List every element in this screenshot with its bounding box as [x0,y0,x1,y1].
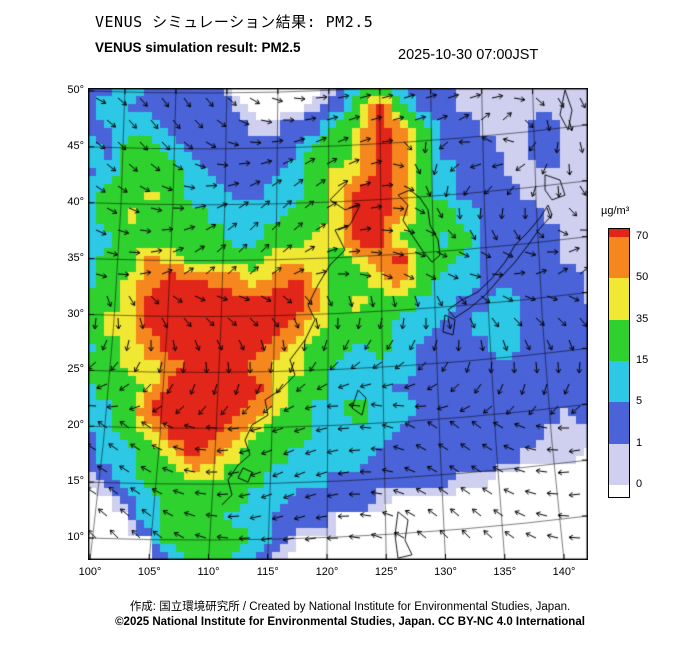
copyright-line: ©2025 National Institute for Environment… [115,616,585,628]
colorbar-tick-label: 1 [636,436,643,449]
credit-line: 作成: 国立環境研究所 / Created by National Instit… [129,601,571,613]
latitude-tick-label: 45° [67,139,84,152]
latitude-tick-label: 40° [67,195,84,208]
colorbar-segment [609,360,629,403]
colorbar-segment [609,484,629,497]
longitude-tick-label: 125° [374,566,398,578]
latitude-tick-label: 30° [67,307,84,320]
colorbar-segment [609,319,629,361]
map-canvas [88,88,588,560]
longitude-tick-label: 100° [78,566,102,578]
latitude-tick-label: 50° [67,84,84,96]
page-title-japanese: VENUS シミュレーション結果: PM2.5 [95,13,374,31]
colorbar-segment [609,229,629,237]
longitude-tick-label: 110° [197,566,220,578]
longitude-tick-label: 135° [493,566,517,578]
latitude-tick-label: 35° [67,251,84,264]
latitude-tick-label: 10° [67,531,84,543]
colorbar-tick-label: 70 [636,230,649,242]
forecast-timestamp: 2025-10-30 07:00JST [398,47,539,63]
colorbar-segment [609,402,629,444]
page-title-english: VENUS simulation result: PM2.5 [95,40,301,55]
colorbar-tick-label: 5 [636,395,643,408]
colorbar-segment [609,278,629,320]
longitude-tick-label: 140° [552,566,576,578]
colorbar-tick-label: 50 [636,271,649,284]
colorbar-tick-label: 15 [636,354,649,366]
latitude-tick-label: 20° [67,419,84,432]
simulation-map [88,88,588,560]
colorbar-segment [609,237,629,279]
longitude-tick-label: 120° [315,566,339,578]
colorbar-tick-label: 35 [636,312,649,325]
colorbar-unit-label: µg/m³ [601,205,630,217]
latitude-tick-label: 25° [67,363,84,376]
longitude-tick-label: 105° [137,566,161,578]
colorbar-tick-label: 0 [636,478,643,490]
colorbar-segment [609,443,629,485]
latitude-tick-label: 15° [67,475,84,488]
longitude-tick-label: 115° [256,566,279,578]
colorbar [608,228,630,498]
longitude-tick-label: 130° [434,566,457,578]
